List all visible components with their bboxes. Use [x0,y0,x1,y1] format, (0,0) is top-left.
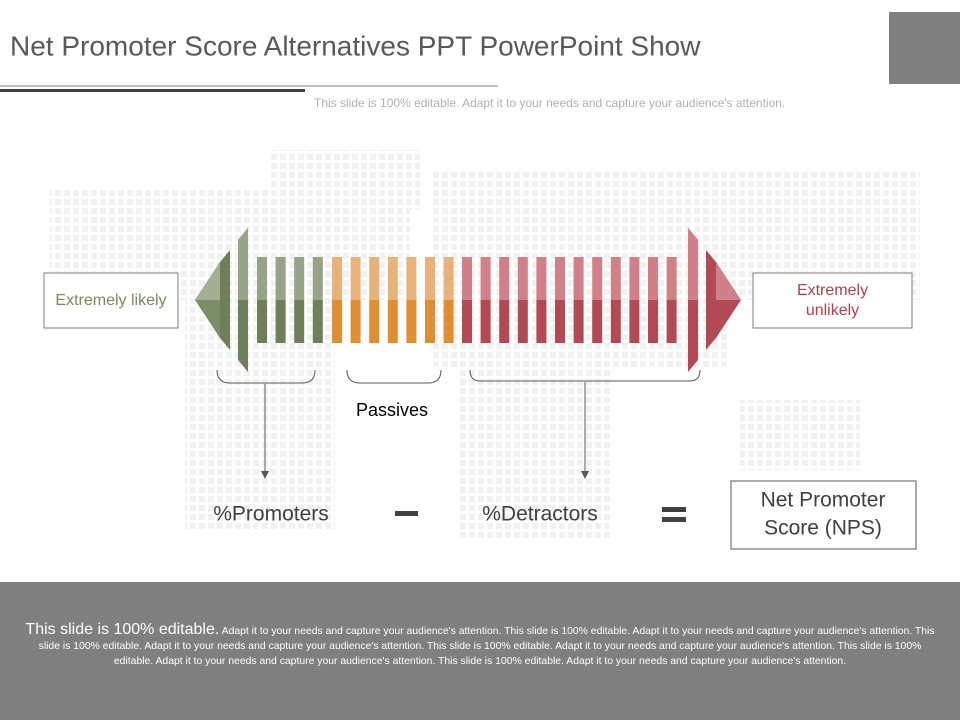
stripe [294,300,305,343]
stripe [648,300,658,343]
stripe [499,300,510,343]
passives-label: Passives [356,400,428,420]
stripe [275,300,286,343]
stripe [275,257,286,300]
stripe [443,257,454,300]
right-arrow [716,262,741,300]
stripe [629,300,640,343]
stripe [573,257,584,300]
stripe [387,300,398,343]
stripe [536,257,547,300]
nps-label: Score (NPS) [764,517,882,540]
stripe [555,300,565,343]
stripe [592,300,603,343]
stripe [350,257,361,300]
left-label: Extremely likely [55,291,167,309]
left-box [43,272,179,329]
stripe [350,300,361,343]
bracket [346,369,442,384]
stripe [555,257,565,300]
stripe [369,257,380,300]
stripe [573,300,584,343]
footer-text: This slide is 100% editable. Adapt it to… [18,622,942,669]
nps-box [730,480,917,550]
title: Net Promoter Score Alternatives PPT Powe… [10,30,701,61]
stripe [406,300,417,343]
stripe [462,257,472,300]
minus-sign [395,511,418,516]
stripe [257,300,267,343]
bracket [469,369,701,382]
stripe [443,300,454,343]
stripe [257,257,267,300]
equals-sign [662,507,686,512]
right-arrow [688,228,698,300]
stripe [312,300,323,343]
stripe [387,257,398,300]
arrow-head [261,471,269,479]
stripe [666,257,677,300]
right-arrow [706,250,716,350]
footer-body: Adapt it to your needs and capture your … [38,626,935,667]
left-arrow [238,228,248,300]
stripe [536,300,547,343]
stripe [610,300,621,343]
arrow-head [581,471,589,479]
stripe [406,257,417,300]
bracket [216,369,316,384]
stripe [629,257,640,300]
corner-block [889,12,960,84]
stripe [480,257,491,300]
stripe [369,300,380,343]
detractors-label: %Detractors [482,503,598,526]
stripe [462,300,472,343]
left-arrow [195,262,220,300]
equals-sign [662,517,686,522]
subtitle: This slide is 100% editable. Adapt it to… [314,96,785,110]
stripe [517,300,528,343]
nps-label: Net Promoter [761,489,886,512]
stripe [312,257,323,300]
world-map [50,150,920,540]
scale-stripes [195,228,741,372]
stripe [425,300,435,343]
stripe [517,257,528,300]
stripe [332,300,342,343]
stripe [592,257,603,300]
diagram: Net Promoter Score Alternatives PPT Powe… [0,12,960,550]
left-label-wrap: Extremely likely [55,291,167,309]
brackets [216,369,701,384]
stripe [610,257,621,300]
left-arrow [220,250,230,350]
stripe [294,257,305,300]
stripe [332,257,342,300]
stripe [425,257,435,300]
stripe [666,300,677,343]
stripe [648,257,658,300]
promoters-label: %Promoters [213,503,329,526]
stripe [480,300,491,343]
footer: This slide is 100% editable. Adapt it to… [0,582,960,720]
footer-lead: This slide is 100% editable. [25,621,220,638]
right-box [752,272,913,329]
right-label-wrap: Extremely unlikely [796,281,869,319]
stripe [499,257,510,300]
right-label: Extremely unlikely [796,281,869,319]
